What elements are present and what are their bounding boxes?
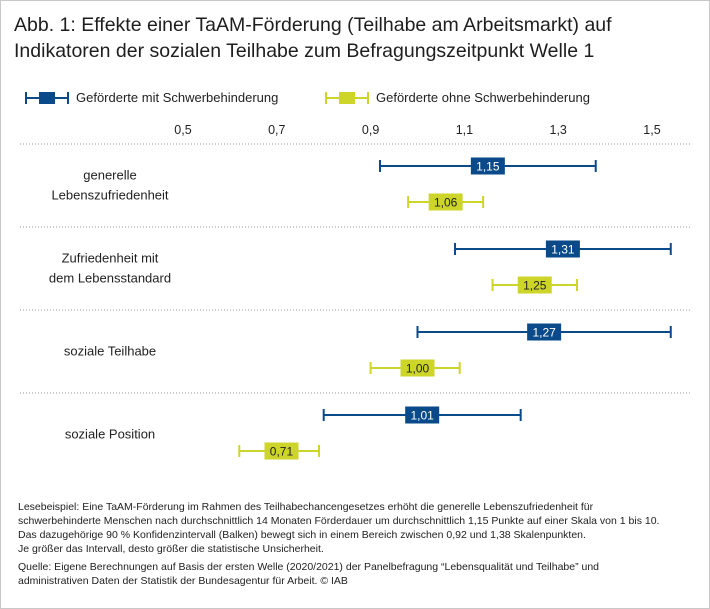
legend-swatch-blue: [25, 92, 69, 104]
point-estimate-box: [405, 406, 440, 424]
point-estimate-label: 1,25: [523, 279, 547, 293]
forest-plot: 0,5 0,7 0,9 1,1 1,3 1,5 generelle Lebenszufried…: [20, 123, 690, 460]
category-label: generelle: [83, 168, 137, 183]
point-estimate-label: 1,06: [434, 196, 458, 210]
point-estimate-label: 0,71: [270, 445, 294, 459]
source-line: Quelle: Eigene Berechnungen auf Basis de…: [18, 561, 600, 573]
legend-swatch-yellow: [325, 92, 369, 104]
x-tick-label: 0,7: [268, 123, 285, 137]
x-tick-label: 1,5: [643, 123, 660, 137]
figure-title: Abb. 1: Effekte einer TaAM-Förderung (Te…: [14, 12, 704, 64]
category-label: Lebenszufriedenheit: [51, 188, 168, 203]
category-label: soziale Teilhabe: [64, 344, 156, 359]
point-estimate-label: 1,01: [411, 409, 435, 423]
point-estimate-label: 1,00: [406, 362, 430, 376]
point-estimate-box: [264, 442, 299, 460]
point-estimate-label: 1,27: [532, 326, 556, 340]
x-tick-label: 0,5: [174, 123, 191, 137]
lesebeispiel-line: Das dazugehörige 90 % Konfidenzintervall…: [18, 529, 586, 541]
legend-label-with-disability: Geförderte mit Schwerbehinderung: [76, 90, 279, 105]
category-label: dem Lebensstandard: [49, 271, 171, 286]
lesebeispiel-line: Lesebeispiel: Eine TaAM-Förderung im Rah…: [18, 501, 594, 513]
legend-label-without-disability: Geförderte ohne Schwerbehinderung: [376, 90, 590, 105]
source-line: administrativen Daten der Statistik der …: [18, 575, 348, 587]
point-estimate-box: [517, 276, 552, 294]
lesebeispiel-line: Je größer das Intervall, desto größer di…: [18, 543, 324, 555]
x-tick-label: 1,1: [456, 123, 473, 137]
title-line-1: Abb. 1: Effekte einer TaAM-Förderung (Te…: [14, 14, 612, 36]
point-estimate-box: [527, 323, 562, 341]
point-estimate-box: [470, 157, 505, 175]
point-estimate-label: 1,31: [551, 243, 575, 257]
lesebeispiel-line: schwerbehinderte Menschen nach durchschn…: [18, 515, 660, 527]
point-estimate-box: [400, 359, 435, 377]
point-estimate-label: 1,15: [476, 160, 500, 174]
point-estimate-box: [428, 193, 463, 211]
category-label: soziale Position: [65, 427, 155, 442]
notes: Lesebeispiel: Eine TaAM-Förderung im Rah…: [18, 500, 703, 588]
category-label: Zufriedenheit mit: [62, 251, 159, 266]
point-estimate-box: [545, 240, 580, 258]
title-line-2: Indikatoren der sozialen Teilhabe zum Be…: [14, 40, 595, 62]
x-tick-label: 0,9: [362, 123, 379, 137]
x-tick-label: 1,3: [550, 123, 567, 137]
